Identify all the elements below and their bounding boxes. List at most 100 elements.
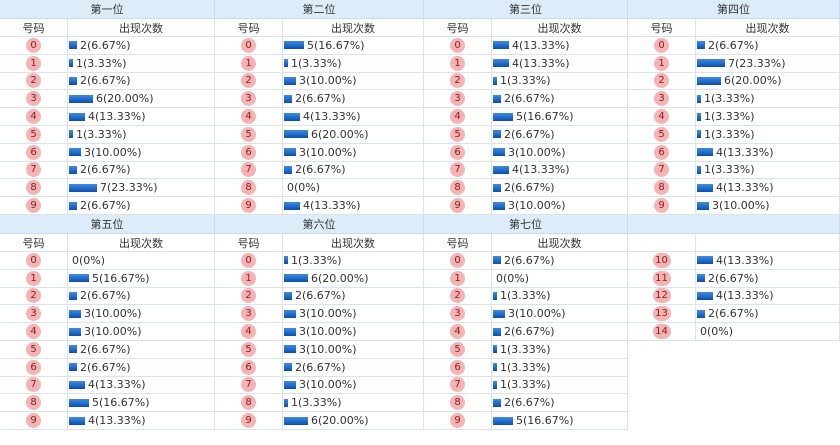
number-cell: 10: [628, 252, 696, 270]
number-cell: 3: [424, 305, 492, 324]
number-cell: 6: [0, 143, 68, 162]
count-label: 2(6.67%): [80, 342, 131, 356]
count-label: 3(10.00%): [508, 307, 566, 321]
count-bar: [284, 380, 296, 389]
count-label: 4(13.33%): [512, 163, 570, 177]
count-cell: 6(20.00%): [696, 72, 840, 91]
number-cell: 7: [215, 161, 283, 180]
number-cell: 1: [424, 54, 492, 73]
number-cell: 1: [215, 54, 283, 73]
count-label: 2(6.67%): [504, 127, 555, 141]
number-cell: 9: [424, 197, 492, 215]
count-cell: 3(10.00%): [283, 305, 424, 324]
count-cell: 3(10.00%): [696, 197, 840, 215]
number-cell: 2: [215, 287, 283, 306]
header-cell: 出现次数: [492, 234, 628, 252]
count-label: 5(16.67%): [516, 414, 574, 428]
header-cell: 号码: [215, 234, 283, 252]
number-cell: 3: [215, 305, 283, 324]
number-cell: 7: [215, 376, 283, 395]
count-bar: [493, 165, 509, 174]
count-cell: 2(6.67%): [68, 197, 215, 215]
count-label: 1(3.33%): [291, 56, 342, 70]
count-bar: [284, 256, 288, 265]
number-ball: 6: [450, 144, 465, 160]
number-ball: 0: [450, 252, 465, 268]
header-cell: 出现次数: [696, 19, 840, 37]
header-cell: 号码: [215, 19, 283, 37]
count-label: 6(20.00%): [311, 271, 369, 285]
count-bar: [697, 291, 713, 300]
header-cell: 号码: [424, 19, 492, 37]
count-bar: [284, 363, 292, 372]
number-ball: 8: [241, 395, 256, 411]
number-cell: 9: [628, 197, 696, 215]
number-ball: 5: [26, 126, 41, 142]
count-bar: [493, 291, 497, 300]
count-label: 2(6.67%): [504, 92, 555, 106]
count-cell: 4(13.33%): [492, 37, 628, 55]
number-ball: 13: [652, 306, 671, 322]
panel-title: 第四位: [628, 0, 840, 19]
count-label: 2(6.67%): [80, 360, 131, 374]
header-cell: 出现次数: [492, 19, 628, 37]
number-ball: 14: [652, 324, 671, 340]
number-ball: 2: [241, 73, 256, 89]
count-cell: 2(6.67%): [492, 252, 628, 270]
count-label: 1(3.33%): [500, 74, 551, 88]
count-bar: [697, 41, 705, 50]
count-label: 1(3.33%): [76, 56, 127, 70]
count-label: 2(6.67%): [295, 360, 346, 374]
count-bar: [697, 59, 725, 68]
count-label: 4(13.33%): [716, 181, 774, 195]
count-label: 2(6.67%): [504, 396, 555, 410]
count-label: 3(10.00%): [84, 325, 142, 339]
count-label: 1(3.33%): [291, 253, 342, 267]
count-label: 7(23.33%): [728, 56, 786, 70]
number-cell: 9: [215, 197, 283, 215]
count-cell: 4(13.33%): [696, 252, 840, 270]
count-cell: 2(6.67%): [492, 126, 628, 144]
number-cell: 6: [424, 358, 492, 377]
count-bar: [69, 59, 73, 68]
count-label: 4(13.33%): [512, 38, 570, 52]
count-label: 2(6.67%): [80, 199, 131, 213]
count-bar: [69, 398, 89, 407]
number-cell: 6: [215, 358, 283, 377]
count-label: 4(13.33%): [716, 145, 774, 159]
number-cell: 9: [0, 197, 68, 215]
count-label: 3(10.00%): [84, 145, 142, 159]
count-label: 3(10.00%): [508, 145, 566, 159]
number-cell: 0: [215, 252, 283, 270]
number-ball: 2: [26, 288, 41, 304]
number-ball: 7: [450, 162, 465, 178]
count-bar: [697, 274, 705, 283]
number-cell: 9: [0, 412, 68, 430]
number-ball: 3: [26, 91, 41, 107]
count-bar: [69, 201, 77, 210]
count-bar: [69, 148, 81, 157]
count-cell: 3(10.00%): [68, 305, 215, 324]
number-ball: 9: [450, 198, 465, 214]
number-cell: 0: [424, 37, 492, 55]
count-bar: [69, 76, 77, 85]
number-cell: 8: [215, 179, 283, 198]
number-cell: 1: [0, 269, 68, 288]
number-ball: 7: [450, 377, 465, 393]
number-ball: 1: [654, 55, 669, 71]
number-cell: 6: [628, 143, 696, 162]
number-ball: 2: [654, 73, 669, 89]
number-ball: 7: [241, 162, 256, 178]
count-bar: [69, 274, 89, 283]
number-ball: 3: [654, 91, 669, 107]
count-bar: [69, 416, 85, 425]
number-ball: 4: [450, 109, 465, 125]
number-cell: 5: [628, 126, 696, 144]
header-cell: 号码: [0, 234, 68, 252]
number-ball: 4: [241, 324, 256, 340]
count-label: 5(16.67%): [92, 271, 150, 285]
count-bar: [697, 130, 701, 139]
count-label: 2(6.67%): [80, 163, 131, 177]
number-ball: 10: [652, 252, 671, 268]
count-cell: 1(3.33%): [283, 394, 424, 413]
